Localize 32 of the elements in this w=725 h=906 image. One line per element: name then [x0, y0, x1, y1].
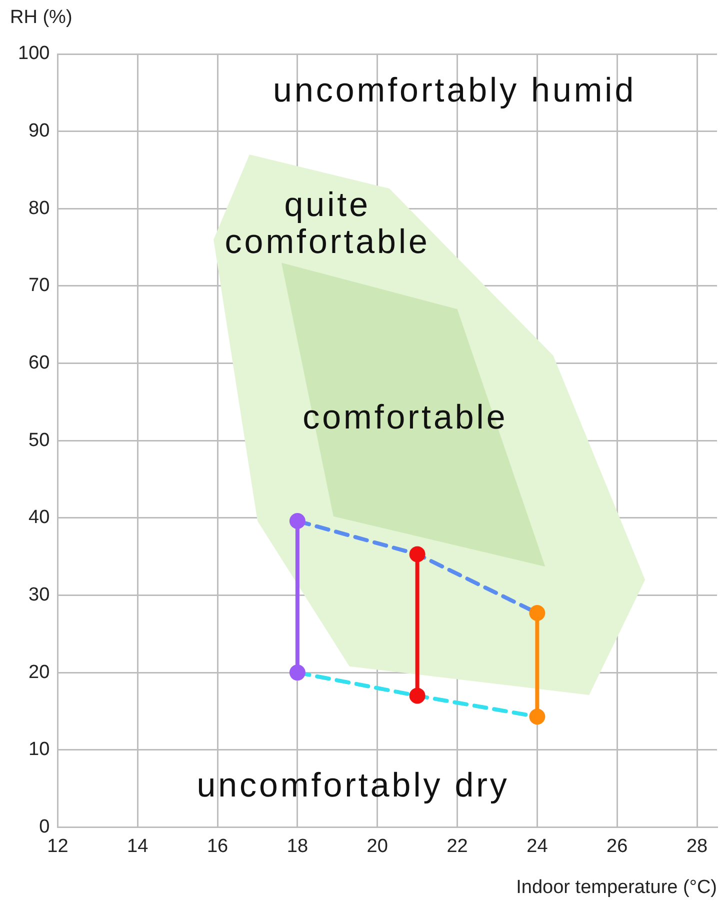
x-tick-label: 14: [127, 836, 149, 857]
point: [289, 664, 306, 681]
point: [529, 605, 546, 622]
y-tick-label: 80: [28, 198, 50, 219]
annotation: uncomfortably humid: [273, 71, 636, 110]
point: [409, 688, 426, 704]
x-tick-label: 22: [446, 836, 468, 857]
y-tick-label: 70: [28, 275, 50, 296]
y-tick-label: 50: [28, 430, 50, 451]
y-tick-label: 20: [28, 662, 50, 683]
point: [529, 708, 546, 725]
x-tick-label: 12: [47, 836, 68, 857]
point: [289, 513, 306, 530]
y-tick-label: 10: [28, 739, 50, 760]
x-tick-label: 28: [686, 836, 708, 857]
x-tick-label: 24: [526, 836, 548, 857]
annotation: quite comfortable: [224, 186, 430, 261]
y-tick-label: 30: [28, 584, 50, 606]
y-tick-label: 100: [18, 43, 50, 64]
x-axis-title: Indoor temperature (°C): [516, 877, 717, 898]
x-tick-label: 16: [206, 836, 228, 857]
y-axis-title: RH (%): [10, 7, 72, 28]
x-tick-label: 18: [286, 836, 308, 857]
y-tick-label: 90: [28, 120, 50, 142]
annotation: comfortable: [302, 398, 508, 436]
y-tick-label: 60: [28, 352, 50, 374]
x-tick-label: 20: [366, 836, 388, 857]
y-tick-label: 40: [28, 507, 50, 528]
point: [409, 546, 426, 562]
x-tick-label: 26: [606, 836, 628, 857]
annotation: uncomfortably dry: [196, 766, 510, 804]
y-tick-label: 0: [39, 816, 50, 838]
